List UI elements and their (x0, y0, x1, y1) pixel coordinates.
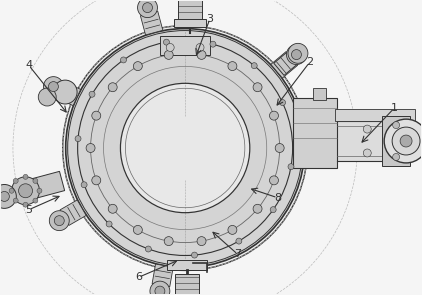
Circle shape (270, 207, 276, 213)
Circle shape (81, 182, 87, 188)
Text: 5: 5 (25, 205, 32, 215)
Circle shape (164, 50, 173, 59)
Circle shape (33, 178, 38, 183)
Circle shape (150, 281, 170, 295)
Circle shape (288, 164, 294, 170)
Circle shape (163, 39, 170, 45)
Circle shape (49, 82, 58, 91)
Circle shape (192, 252, 197, 258)
Circle shape (292, 50, 301, 60)
Circle shape (75, 136, 81, 142)
Circle shape (228, 62, 237, 71)
Circle shape (196, 43, 204, 51)
Text: 3: 3 (206, 14, 214, 24)
Circle shape (143, 3, 152, 13)
Circle shape (251, 63, 257, 69)
Circle shape (92, 176, 101, 185)
Circle shape (253, 83, 262, 92)
Bar (167, 260, 207, 271)
Circle shape (23, 202, 28, 207)
Circle shape (9, 188, 14, 193)
Polygon shape (66, 29, 305, 268)
Polygon shape (152, 264, 173, 287)
Polygon shape (274, 47, 303, 76)
Circle shape (270, 176, 279, 185)
Bar (292, 98, 338, 168)
Circle shape (253, 204, 262, 213)
Circle shape (92, 111, 101, 120)
Text: 1: 1 (391, 103, 398, 113)
Circle shape (106, 221, 112, 227)
Circle shape (43, 77, 63, 96)
Circle shape (392, 140, 400, 147)
Bar (313, 88, 327, 100)
Circle shape (108, 83, 117, 92)
Circle shape (37, 188, 42, 193)
Circle shape (164, 237, 173, 246)
Polygon shape (60, 200, 86, 225)
Bar (335, 109, 415, 121)
Circle shape (121, 57, 127, 63)
Circle shape (13, 178, 18, 183)
Circle shape (33, 198, 38, 203)
Circle shape (363, 149, 371, 157)
Circle shape (54, 216, 64, 226)
Circle shape (0, 191, 9, 201)
Circle shape (287, 45, 306, 65)
Circle shape (288, 43, 308, 63)
Bar (382, 116, 410, 166)
Circle shape (138, 0, 157, 18)
Text: 6: 6 (135, 272, 142, 282)
Polygon shape (141, 11, 163, 35)
Circle shape (166, 43, 174, 51)
Circle shape (392, 122, 400, 129)
Circle shape (19, 184, 32, 198)
Bar (160, 35, 210, 55)
Circle shape (363, 125, 371, 133)
Text: 8: 8 (274, 193, 281, 203)
Circle shape (197, 237, 206, 246)
Circle shape (49, 211, 69, 231)
Circle shape (145, 246, 151, 252)
Circle shape (210, 41, 216, 47)
Circle shape (236, 238, 242, 244)
Circle shape (384, 119, 422, 163)
Circle shape (108, 204, 117, 213)
Bar (178, 0, 202, 19)
Circle shape (279, 100, 286, 106)
Polygon shape (271, 52, 298, 78)
Circle shape (400, 135, 412, 147)
Circle shape (0, 184, 16, 208)
Circle shape (86, 144, 95, 153)
Circle shape (11, 177, 40, 205)
Circle shape (89, 91, 95, 97)
Circle shape (228, 225, 237, 234)
Polygon shape (120, 83, 250, 213)
Circle shape (63, 26, 308, 271)
Text: 7: 7 (234, 250, 241, 260)
Circle shape (53, 80, 77, 104)
Circle shape (133, 225, 142, 234)
Circle shape (392, 153, 400, 160)
Circle shape (270, 111, 279, 120)
Circle shape (155, 286, 165, 295)
Circle shape (23, 174, 28, 179)
Polygon shape (31, 171, 65, 198)
Text: 2: 2 (306, 58, 313, 67)
Circle shape (197, 50, 206, 59)
Text: 4: 4 (25, 60, 32, 71)
Bar (174, 19, 206, 27)
Circle shape (275, 144, 284, 153)
Bar (338, 121, 384, 161)
Polygon shape (55, 81, 81, 106)
Circle shape (133, 62, 142, 71)
Circle shape (13, 198, 18, 203)
Circle shape (38, 88, 56, 106)
Bar (175, 274, 199, 295)
Circle shape (392, 127, 420, 155)
